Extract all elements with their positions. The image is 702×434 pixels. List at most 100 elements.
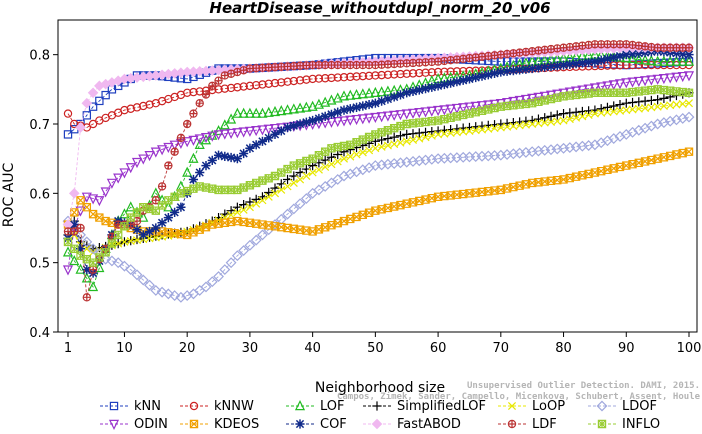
legend: kNN kNNW LOF SimplifiedLOF LoOP LDOF ODIN KDEOS… xyxy=(100,399,660,432)
data-point xyxy=(396,138,405,147)
data-point xyxy=(282,104,293,115)
data-point xyxy=(439,79,449,90)
data-point xyxy=(225,257,237,269)
data-point xyxy=(314,74,324,83)
data-point xyxy=(546,61,556,72)
data-point xyxy=(301,117,311,127)
data-point xyxy=(276,126,286,136)
data-point xyxy=(370,86,381,98)
data-point xyxy=(565,108,575,118)
legend-marker xyxy=(507,419,517,429)
data-point xyxy=(352,150,361,159)
data-point xyxy=(502,66,512,76)
data-point xyxy=(170,207,180,217)
data-point xyxy=(339,154,349,163)
data-point xyxy=(371,130,380,139)
data-point xyxy=(452,67,462,76)
data-point xyxy=(164,161,173,170)
data-point xyxy=(640,86,650,95)
legend-marker xyxy=(109,401,119,411)
data-point xyxy=(320,96,331,107)
data-point xyxy=(288,103,299,114)
legend-marker xyxy=(189,401,199,411)
data-point xyxy=(578,112,587,121)
data-point xyxy=(277,168,286,177)
data-point xyxy=(214,85,223,94)
data-point xyxy=(245,203,254,212)
data-point xyxy=(483,100,494,111)
data-point xyxy=(257,229,268,241)
data-point xyxy=(233,185,242,195)
data-point xyxy=(458,75,468,85)
data-point xyxy=(125,163,136,174)
data-point xyxy=(527,99,537,108)
legend-marker xyxy=(507,401,517,411)
data-point xyxy=(628,87,637,97)
data-point xyxy=(170,147,179,156)
data-point xyxy=(251,194,261,204)
data-point xyxy=(527,63,537,74)
data-point xyxy=(683,71,695,82)
data-point xyxy=(138,211,149,222)
data-point xyxy=(300,193,312,204)
data-point xyxy=(233,208,242,217)
data-point xyxy=(371,71,380,80)
data-point xyxy=(546,94,556,104)
data-point xyxy=(327,73,336,83)
data-point xyxy=(139,101,148,111)
data-point xyxy=(508,66,518,76)
data-point xyxy=(87,243,99,255)
data-point xyxy=(396,121,405,131)
data-point xyxy=(151,196,161,205)
data-point xyxy=(339,105,349,115)
y-tick-label: 0.8 xyxy=(29,49,50,64)
legend-label: LOF xyxy=(320,399,345,414)
legend-marker xyxy=(597,419,607,429)
data-point xyxy=(189,109,198,118)
data-point xyxy=(376,86,387,97)
data-point xyxy=(219,264,231,276)
data-point xyxy=(421,68,430,77)
data-point xyxy=(320,155,330,165)
data-point xyxy=(81,192,92,203)
data-point xyxy=(144,279,155,291)
data-point xyxy=(239,183,248,192)
data-point xyxy=(76,196,85,205)
data-point xyxy=(270,129,280,139)
data-point xyxy=(88,119,98,129)
data-point xyxy=(377,70,386,80)
legend-marker xyxy=(189,419,199,429)
data-point xyxy=(590,57,600,67)
data-point xyxy=(88,280,99,292)
data-point xyxy=(477,106,487,116)
data-point xyxy=(496,67,506,77)
data-point xyxy=(308,168,317,177)
data-point xyxy=(214,76,223,85)
data-point xyxy=(289,178,298,187)
data-point xyxy=(188,174,199,185)
data-point xyxy=(332,92,343,103)
legend-item-loop: LoOP xyxy=(498,399,565,414)
data-point xyxy=(552,110,562,120)
data-point xyxy=(169,140,180,151)
data-point xyxy=(584,89,593,98)
data-point xyxy=(552,61,562,71)
data-point xyxy=(226,113,237,124)
data-point xyxy=(439,105,450,116)
data-point xyxy=(427,117,437,126)
data-point xyxy=(157,218,167,228)
data-point xyxy=(144,151,155,162)
y-tick-label: 0.4 xyxy=(29,326,50,341)
data-point xyxy=(283,77,292,86)
data-point xyxy=(496,102,506,111)
credit-line-2: Campos, Zimek, Sander, Campello, Micenko… xyxy=(337,391,701,402)
data-point xyxy=(540,62,550,72)
data-point xyxy=(383,70,393,79)
data-point xyxy=(553,93,562,102)
data-point xyxy=(458,110,468,120)
data-point xyxy=(395,90,406,100)
data-point xyxy=(671,55,682,66)
data-point xyxy=(264,187,274,198)
data-point xyxy=(238,245,250,256)
data-point xyxy=(364,113,375,124)
